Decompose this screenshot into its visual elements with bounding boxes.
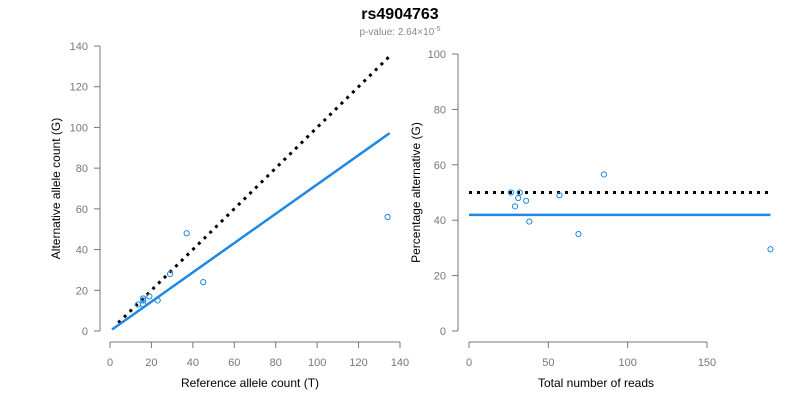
y-tick-label: 100 <box>70 122 88 134</box>
y-tick-label: 40 <box>76 245 88 257</box>
data-point <box>767 246 774 253</box>
right-panel-percentage: 0 50 100 150 0 20 40 60 80 100 Total number of rea… <box>409 49 774 390</box>
data-point <box>516 189 523 196</box>
data-point <box>140 295 147 302</box>
y-tick-label: 60 <box>434 160 446 172</box>
chart-subtitle: p-value: 2.64×10-5 <box>359 26 440 38</box>
data-point <box>154 297 161 304</box>
data-point <box>507 189 515 196</box>
y-tick-label: 40 <box>434 215 446 227</box>
x-tick-label: 40 <box>187 357 199 369</box>
y-tick-label: 80 <box>76 163 88 175</box>
data-point <box>140 297 147 304</box>
y-tick-label: 20 <box>76 285 88 297</box>
x-tick-label: 0 <box>107 357 113 369</box>
x-tick-label: 100 <box>618 357 636 369</box>
y-tick-label: 120 <box>70 82 88 94</box>
y-tick-label: 100 <box>428 49 446 61</box>
data-point <box>384 213 391 221</box>
left-panel-allele-counts: 0 20 40 60 80 100 120 140 0 20 40 60 80 100 120 140 Refe… <box>49 41 409 390</box>
data-point <box>200 279 207 286</box>
y-tick-label: 140 <box>70 41 88 53</box>
data-point <box>140 301 147 308</box>
x-tick-label: 20 <box>145 357 157 369</box>
x-axis-label: Reference allele count (T) <box>181 376 319 390</box>
x-tick-label: 0 <box>466 357 472 369</box>
data-point <box>523 197 530 204</box>
data-point <box>526 218 533 225</box>
chart-title: rs4904763 <box>361 6 439 23</box>
x-tick-label: 60 <box>228 357 240 369</box>
y-axis-label: Alternative allele count (G) <box>49 118 63 259</box>
data-point <box>166 270 174 278</box>
y-axis-label: Percentage alternative (G) <box>409 122 423 263</box>
x-tick-label: 100 <box>308 357 326 369</box>
x-tick-label: 50 <box>542 357 554 369</box>
y-tick-label: 0 <box>82 326 88 338</box>
x-tick-label: 140 <box>391 357 409 369</box>
x-tick-label: 150 <box>698 357 716 369</box>
data-point <box>600 171 607 178</box>
x-tick-label: 120 <box>349 357 367 369</box>
data-point <box>556 192 563 199</box>
fitted-ratio-line <box>111 132 391 331</box>
expected-ratio-line <box>117 55 391 324</box>
data-point <box>515 194 522 202</box>
y-tick-label: 20 <box>434 271 446 283</box>
data-point <box>511 203 519 210</box>
data-point <box>575 230 582 238</box>
data-point <box>183 230 190 237</box>
x-axis-label: Total number of reads <box>538 376 654 390</box>
y-tick-label: 0 <box>440 326 446 338</box>
x-tick-label: 80 <box>270 357 282 369</box>
data-point <box>146 293 153 300</box>
y-tick-label: 60 <box>76 204 88 216</box>
y-tick-label: 80 <box>434 104 446 116</box>
